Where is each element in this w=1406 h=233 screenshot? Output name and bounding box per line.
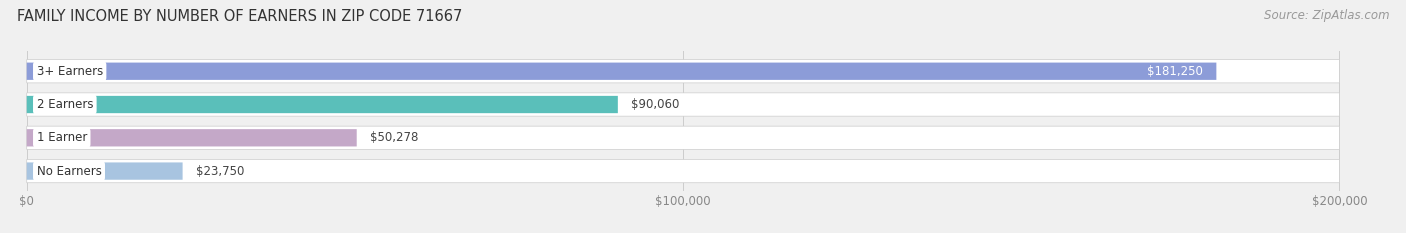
Text: $90,060: $90,060: [631, 98, 679, 111]
FancyBboxPatch shape: [27, 159, 1340, 183]
FancyBboxPatch shape: [27, 129, 357, 147]
Text: 1 Earner: 1 Earner: [37, 131, 87, 144]
Text: No Earners: No Earners: [37, 164, 101, 178]
FancyBboxPatch shape: [27, 162, 183, 180]
FancyBboxPatch shape: [27, 63, 1216, 80]
FancyBboxPatch shape: [27, 93, 1340, 116]
FancyBboxPatch shape: [27, 126, 1340, 149]
Text: FAMILY INCOME BY NUMBER OF EARNERS IN ZIP CODE 71667: FAMILY INCOME BY NUMBER OF EARNERS IN ZI…: [17, 9, 463, 24]
Text: $50,278: $50,278: [370, 131, 418, 144]
Text: $181,250: $181,250: [1147, 65, 1204, 78]
FancyBboxPatch shape: [27, 60, 1340, 83]
Text: 3+ Earners: 3+ Earners: [37, 65, 103, 78]
Text: $23,750: $23,750: [195, 164, 245, 178]
Text: 2 Earners: 2 Earners: [37, 98, 93, 111]
Text: Source: ZipAtlas.com: Source: ZipAtlas.com: [1264, 9, 1389, 22]
FancyBboxPatch shape: [27, 96, 617, 113]
